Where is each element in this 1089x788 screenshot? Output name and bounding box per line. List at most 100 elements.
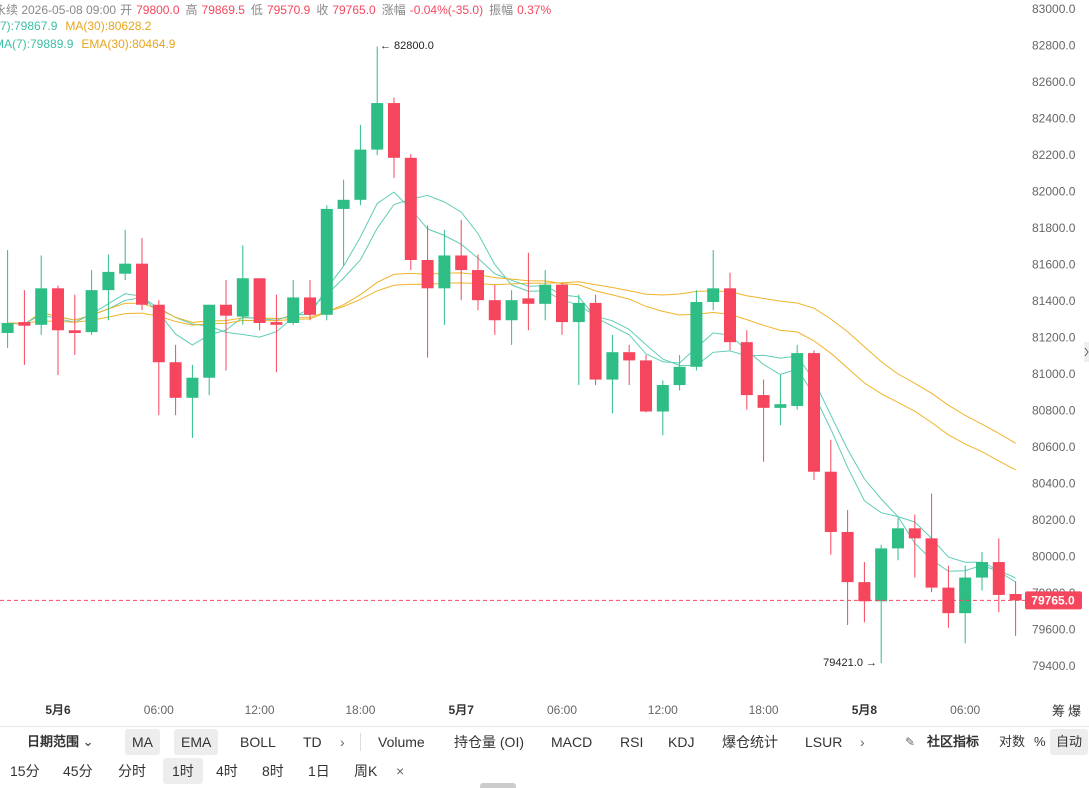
toolbar: 日期范围 ⌄ MA EMA BOLL TD › Volume 持仓量 (OI) …	[0, 726, 1089, 788]
drag-handle[interactable]	[480, 783, 516, 788]
indicator-button[interactable]: Volume	[378, 734, 425, 750]
candle-body	[102, 271, 115, 291]
interval-button[interactable]: 1时	[163, 758, 203, 784]
side-tab[interactable]	[1084, 342, 1089, 362]
x-tick-label: 18:00	[345, 703, 375, 717]
x-tick-label: 5月7	[449, 703, 475, 717]
overlay-button[interactable]: MA	[125, 729, 160, 755]
y-tick-label: 81800.0	[1032, 221, 1076, 235]
y-tick-label: 80600.0	[1032, 440, 1076, 454]
overlay-line	[7, 281, 1016, 444]
legend-entry: EMA(30):80464.9	[81, 37, 176, 51]
candle-body	[320, 208, 333, 315]
header-label: 振幅	[489, 3, 514, 17]
candle-body	[421, 260, 434, 289]
candle-body	[388, 103, 400, 158]
side-label: 爆	[1068, 703, 1081, 718]
date-range[interactable]: 日期范围 ⌄	[27, 729, 94, 755]
x-tick-label: 5月6	[45, 703, 71, 717]
community-button[interactable]: 社区指标	[927, 734, 980, 749]
candle-body	[18, 322, 31, 326]
y-tick-label: 81400.0	[1032, 294, 1076, 308]
interval-button[interactable]: 45分	[63, 763, 93, 779]
candle-body	[992, 562, 1005, 595]
candle-body	[505, 300, 518, 321]
dropdown-icon: ⌄	[82, 734, 94, 749]
candle-body	[522, 298, 535, 304]
legend-entry: (7):79867.9	[0, 19, 58, 33]
side-label: 筹	[1052, 703, 1065, 718]
candle-body	[472, 270, 484, 301]
candle-body	[908, 528, 921, 539]
candle-body	[673, 366, 686, 386]
candle-body	[52, 288, 64, 331]
legend-entry: MA(7):79889.9	[0, 37, 74, 51]
overlay-button[interactable]: EMA	[174, 729, 219, 755]
scale-button[interactable]: 自动	[1050, 729, 1089, 755]
y-tick-label: 81200.0	[1032, 331, 1076, 345]
x-tick-label: 12:00	[648, 703, 678, 717]
more-arrow[interactable]: ›	[340, 734, 345, 750]
indicator-button[interactable]: RSI	[620, 734, 644, 750]
interval-button[interactable]: 1日	[308, 763, 330, 779]
indicator-button[interactable]: 持仓量 (OI)	[454, 734, 524, 750]
x-tick-label: 12:00	[245, 703, 275, 717]
y-tick-label: 81000.0	[1032, 367, 1076, 381]
indicator-button[interactable]: MACD	[551, 734, 593, 750]
candle-body	[959, 577, 972, 614]
header-label: 收	[316, 3, 329, 17]
separator	[360, 733, 361, 751]
candle-body	[488, 300, 501, 321]
side-tab-arrow	[1084, 347, 1089, 357]
candle-body	[85, 290, 98, 333]
scale-button[interactable]: %	[1034, 734, 1046, 749]
candle-body	[572, 302, 585, 323]
price-tag	[1025, 591, 1082, 610]
candle-body	[220, 304, 232, 316]
date-range-label: 日期范围	[27, 734, 80, 749]
close-button[interactable]: ×	[396, 763, 405, 779]
y-tick-label: 82600.0	[1032, 75, 1076, 89]
candle-body	[589, 302, 602, 380]
candle-body	[858, 582, 871, 602]
indicator-button[interactable]: LSUR	[805, 734, 843, 750]
candle-body	[690, 302, 703, 367]
legend-row: (7):79867.9 MA(30):80628.2	[0, 19, 159, 33]
more-arrow[interactable]: ›	[860, 734, 865, 750]
interval-button[interactable]: 15分	[10, 763, 40, 779]
y-tick-label: 80800.0	[1032, 404, 1076, 418]
interval-button[interactable]: 4时	[216, 763, 238, 779]
candle-body	[707, 288, 720, 302]
ohlc-header: 永续 2026-05-08 09:00 开 79800.0 高 79869.5 低 7957…	[0, 1, 557, 18]
header-label: 涨幅	[381, 3, 406, 17]
candle-body	[824, 471, 837, 532]
indicator-button[interactable]: KDJ	[668, 734, 695, 750]
legend-row: MA(7):79889.9 EMA(30):80464.9	[0, 37, 183, 51]
indicator-button[interactable]: 爆仓统计	[722, 734, 778, 750]
overlay-button[interactable]: TD	[303, 734, 322, 750]
interval-button[interactable]: 8时	[262, 763, 284, 779]
chart: ← 82800.0 79421.0 → 筹 爆 83000.0 82800.0 82…	[0, 2, 1089, 718]
interval-button[interactable]: 周K	[354, 763, 378, 779]
overlay-button[interactable]: BOLL	[240, 734, 276, 750]
candle-body	[892, 528, 904, 549]
candle-body	[757, 395, 770, 408]
header-value: 79869.5	[201, 3, 245, 17]
y-tick-label: 80000.0	[1032, 550, 1076, 564]
candle-body	[152, 304, 165, 363]
candle-body	[656, 385, 669, 412]
x-tick-label: 06:00	[547, 703, 577, 717]
scale-button[interactable]: 对数	[999, 734, 1026, 749]
header-value: 79765.0	[332, 3, 376, 17]
candle-body	[925, 538, 938, 588]
header-value: 79800.0	[136, 3, 180, 17]
candle-body	[539, 284, 552, 304]
interval-button[interactable]: 分时	[118, 763, 146, 779]
candle-body	[287, 297, 300, 323]
candle-body	[253, 278, 266, 323]
high-annotation: ← 82800.0	[380, 40, 434, 52]
y-tick-label: 79400.0	[1032, 659, 1076, 673]
header-value: -0.04%(-35.0)	[409, 3, 484, 17]
candle-body	[875, 548, 888, 602]
candle-body	[640, 360, 652, 412]
